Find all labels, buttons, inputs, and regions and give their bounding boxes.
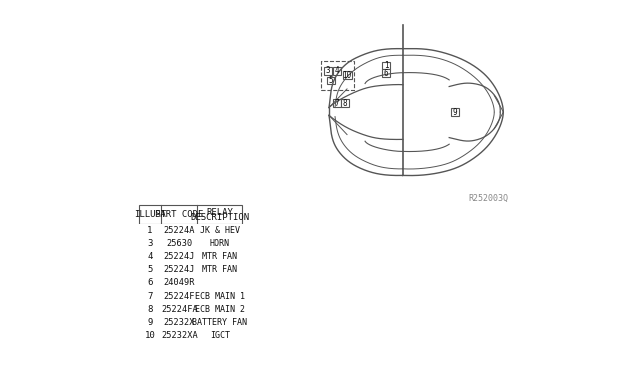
Bar xyxy=(324,67,332,75)
Text: ILLUST: ILLUST xyxy=(134,210,166,219)
Text: 25232X: 25232X xyxy=(164,318,195,327)
Text: 25224F: 25224F xyxy=(164,292,195,301)
Text: JK & HEV: JK & HEV xyxy=(200,226,240,235)
Text: 3: 3 xyxy=(326,66,330,76)
Text: 9: 9 xyxy=(453,108,458,117)
Text: ECB MAIN 2: ECB MAIN 2 xyxy=(195,305,245,314)
Text: 5: 5 xyxy=(328,76,333,85)
Text: 6: 6 xyxy=(147,279,153,288)
Text: 6: 6 xyxy=(384,69,388,78)
Bar xyxy=(382,62,390,70)
Text: HORN: HORN xyxy=(210,239,230,248)
Text: 1: 1 xyxy=(384,61,388,70)
Text: 7: 7 xyxy=(147,292,153,301)
Bar xyxy=(138,205,243,343)
Bar xyxy=(382,70,390,77)
Text: 4: 4 xyxy=(335,66,339,76)
Text: 4: 4 xyxy=(147,252,153,261)
Text: RELAY: RELAY xyxy=(207,208,234,217)
Bar xyxy=(342,71,351,79)
Bar xyxy=(333,67,341,75)
Text: MTR FAN: MTR FAN xyxy=(202,265,237,274)
Text: 25224A: 25224A xyxy=(164,226,195,235)
Text: 8: 8 xyxy=(147,305,153,314)
Text: 3: 3 xyxy=(147,239,153,248)
Text: 1: 1 xyxy=(147,226,153,235)
Text: 5: 5 xyxy=(147,265,153,274)
Text: BATTERY FAN: BATTERY FAN xyxy=(193,318,248,327)
Text: 24049R: 24049R xyxy=(164,279,195,288)
Text: 25630: 25630 xyxy=(166,239,193,248)
Text: 25224J: 25224J xyxy=(164,252,195,261)
Text: 10: 10 xyxy=(342,71,351,80)
Text: 25224J: 25224J xyxy=(164,265,195,274)
Bar xyxy=(333,99,341,107)
Text: ECB MAIN 1: ECB MAIN 1 xyxy=(195,292,245,301)
Text: DESCRIPTION: DESCRIPTION xyxy=(190,213,250,222)
Text: IGCT: IGCT xyxy=(210,331,230,340)
Bar xyxy=(341,99,349,107)
Text: MTR FAN: MTR FAN xyxy=(202,252,237,261)
Text: R252003Q: R252003Q xyxy=(468,194,508,203)
Text: 25224FA: 25224FA xyxy=(161,305,198,314)
Text: 25232XA: 25232XA xyxy=(161,331,198,340)
Text: 10: 10 xyxy=(145,331,156,340)
Text: 8: 8 xyxy=(343,99,348,108)
Bar xyxy=(451,109,460,116)
Bar xyxy=(326,77,335,84)
Text: PART CODE: PART CODE xyxy=(156,210,204,219)
Text: 7: 7 xyxy=(335,99,339,108)
Text: 9: 9 xyxy=(147,318,153,327)
Bar xyxy=(321,61,355,90)
